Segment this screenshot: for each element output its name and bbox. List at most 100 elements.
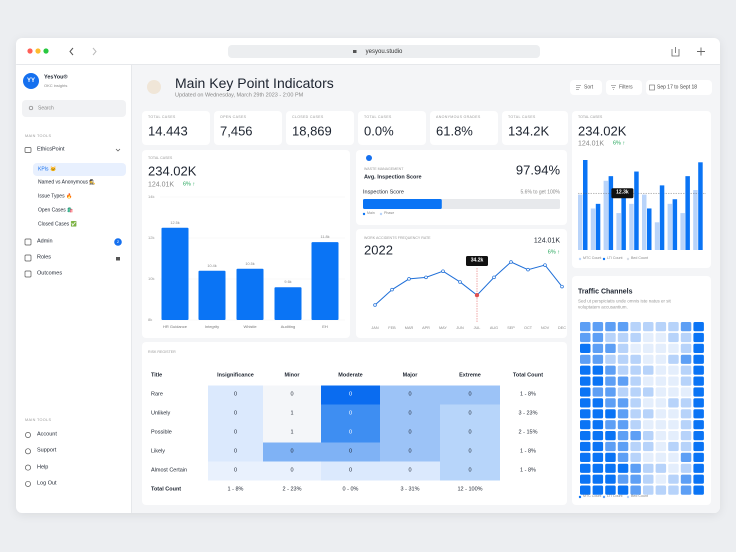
heat-cell xyxy=(655,474,667,484)
heat-cell xyxy=(617,343,629,353)
button-icon xyxy=(611,85,616,90)
page-title: Main Key Point Indicators xyxy=(175,74,334,91)
heat-cell xyxy=(668,376,679,386)
date-range[interactable]: Sep 17 to Sept 18 xyxy=(657,84,698,90)
heat-cell xyxy=(605,354,616,364)
heat-cell xyxy=(693,420,704,430)
x-tick-label: HR Guidance xyxy=(162,324,188,329)
heat-cell xyxy=(630,387,641,397)
avatar-initials: YY xyxy=(26,78,36,84)
risk-cell xyxy=(380,404,440,424)
bar-value-label: 9.6k xyxy=(284,280,292,285)
heat-cell xyxy=(605,376,616,386)
risk-cell xyxy=(208,404,263,424)
point xyxy=(474,293,480,298)
x-tick-label: OCT xyxy=(523,326,533,331)
x-tick-label: Whistle xyxy=(243,324,257,329)
heat-cell xyxy=(592,431,604,441)
heat-cell xyxy=(693,398,704,408)
kpi-label: OPEN CASES xyxy=(220,115,247,120)
x-tick-label: JAN xyxy=(371,326,379,331)
heat-cell xyxy=(617,441,629,452)
cell-value: 0 xyxy=(348,429,353,436)
share-icon[interactable] xyxy=(671,47,680,57)
risk-cell xyxy=(208,423,263,443)
window-button[interactable] xyxy=(43,48,49,54)
cell-value: 0 xyxy=(408,391,412,398)
bar xyxy=(311,242,339,320)
cell-value: 0 xyxy=(348,448,353,455)
heat-cell xyxy=(693,343,704,353)
new-tab-icon[interactable] xyxy=(697,47,705,56)
nav-subitem[interactable]: Issue Types 🔥 xyxy=(38,193,73,200)
bar xyxy=(680,213,685,250)
row-total: 1 - 8% xyxy=(520,391,536,398)
bar xyxy=(603,180,609,250)
heat-cell xyxy=(693,463,704,473)
brand-subtitle: OKC insights xyxy=(44,83,68,88)
tooltip-label: 12.3k xyxy=(616,189,629,196)
chart-year: 2022 xyxy=(364,242,393,258)
column-total: 0 - 0% xyxy=(342,486,359,493)
window-button[interactable] xyxy=(35,48,41,54)
nav-item[interactable]: Account xyxy=(37,431,57,438)
point xyxy=(509,260,513,264)
cell-value: 1 xyxy=(290,410,294,417)
heat-cell xyxy=(580,441,591,452)
heat-cell xyxy=(693,365,704,375)
forward-icon[interactable] xyxy=(92,47,97,56)
heat-cell xyxy=(580,398,591,408)
heat-cell xyxy=(655,398,667,408)
nav-subitem[interactable]: Named vs Anonymous 🕵️ xyxy=(38,179,96,186)
filters-button xyxy=(606,80,642,95)
sort[interactable]: Sort xyxy=(584,84,594,90)
back-icon[interactable] xyxy=(69,47,74,56)
filters[interactable]: Filters xyxy=(619,84,633,90)
nav-item[interactable]: Help xyxy=(37,463,49,470)
heat-cell xyxy=(668,441,679,452)
kpi-value: 18,869 xyxy=(292,123,332,139)
heat-cell xyxy=(680,452,692,462)
nav-item[interactable]: Admin xyxy=(37,238,53,245)
table-label: RISK REGISTER xyxy=(148,350,176,355)
nav-item[interactable]: Roles xyxy=(37,254,52,261)
heat-cell xyxy=(630,452,641,462)
heat-cell xyxy=(643,452,654,462)
kpi-card xyxy=(286,111,354,145)
heat-cell xyxy=(580,463,591,473)
nav-group[interactable]: EthicsPoint xyxy=(37,146,65,153)
cell-value: 0 xyxy=(408,410,412,417)
waste-value: 97.94% xyxy=(515,162,560,178)
risk-cell xyxy=(263,423,321,443)
heat-cell xyxy=(592,322,604,332)
heat-cell xyxy=(643,365,654,375)
cell-value: 0 xyxy=(233,429,238,436)
risk-cell xyxy=(380,385,440,405)
risk-cell xyxy=(440,385,500,405)
nav-subitem[interactable]: Open Cases 🛍️ xyxy=(38,207,74,214)
risk-cell xyxy=(263,442,321,462)
kpi-card xyxy=(358,111,426,145)
heat-cell xyxy=(580,485,591,495)
heat-cell xyxy=(617,485,629,495)
heat-cell xyxy=(655,354,667,364)
heat-cell xyxy=(605,474,616,484)
risk-cell xyxy=(380,423,440,443)
chart-total: 234.02K xyxy=(148,163,197,179)
chart-sub: 124.01K xyxy=(533,237,560,245)
nav-item[interactable]: Log Out xyxy=(37,480,57,487)
heat-cell xyxy=(605,365,616,375)
nav-subitem[interactable]: KPIs 🐱 xyxy=(38,166,57,172)
y-tick-label: 14k xyxy=(148,194,155,199)
window-button[interactable] xyxy=(27,48,33,54)
nav-item[interactable]: Support xyxy=(37,447,57,454)
heat-cell xyxy=(680,354,692,364)
x-tick-label: AUG xyxy=(489,326,499,331)
kpi-label: CLOSED CASES xyxy=(292,115,324,120)
nav-subitem[interactable]: Closed Cases ✅ xyxy=(38,221,77,228)
column-header: Title xyxy=(151,372,163,379)
nav-item[interactable]: Outcomes xyxy=(37,270,63,277)
heat-cell xyxy=(668,463,679,473)
search[interactable]: Search xyxy=(38,105,54,111)
heat-cell xyxy=(580,322,591,332)
